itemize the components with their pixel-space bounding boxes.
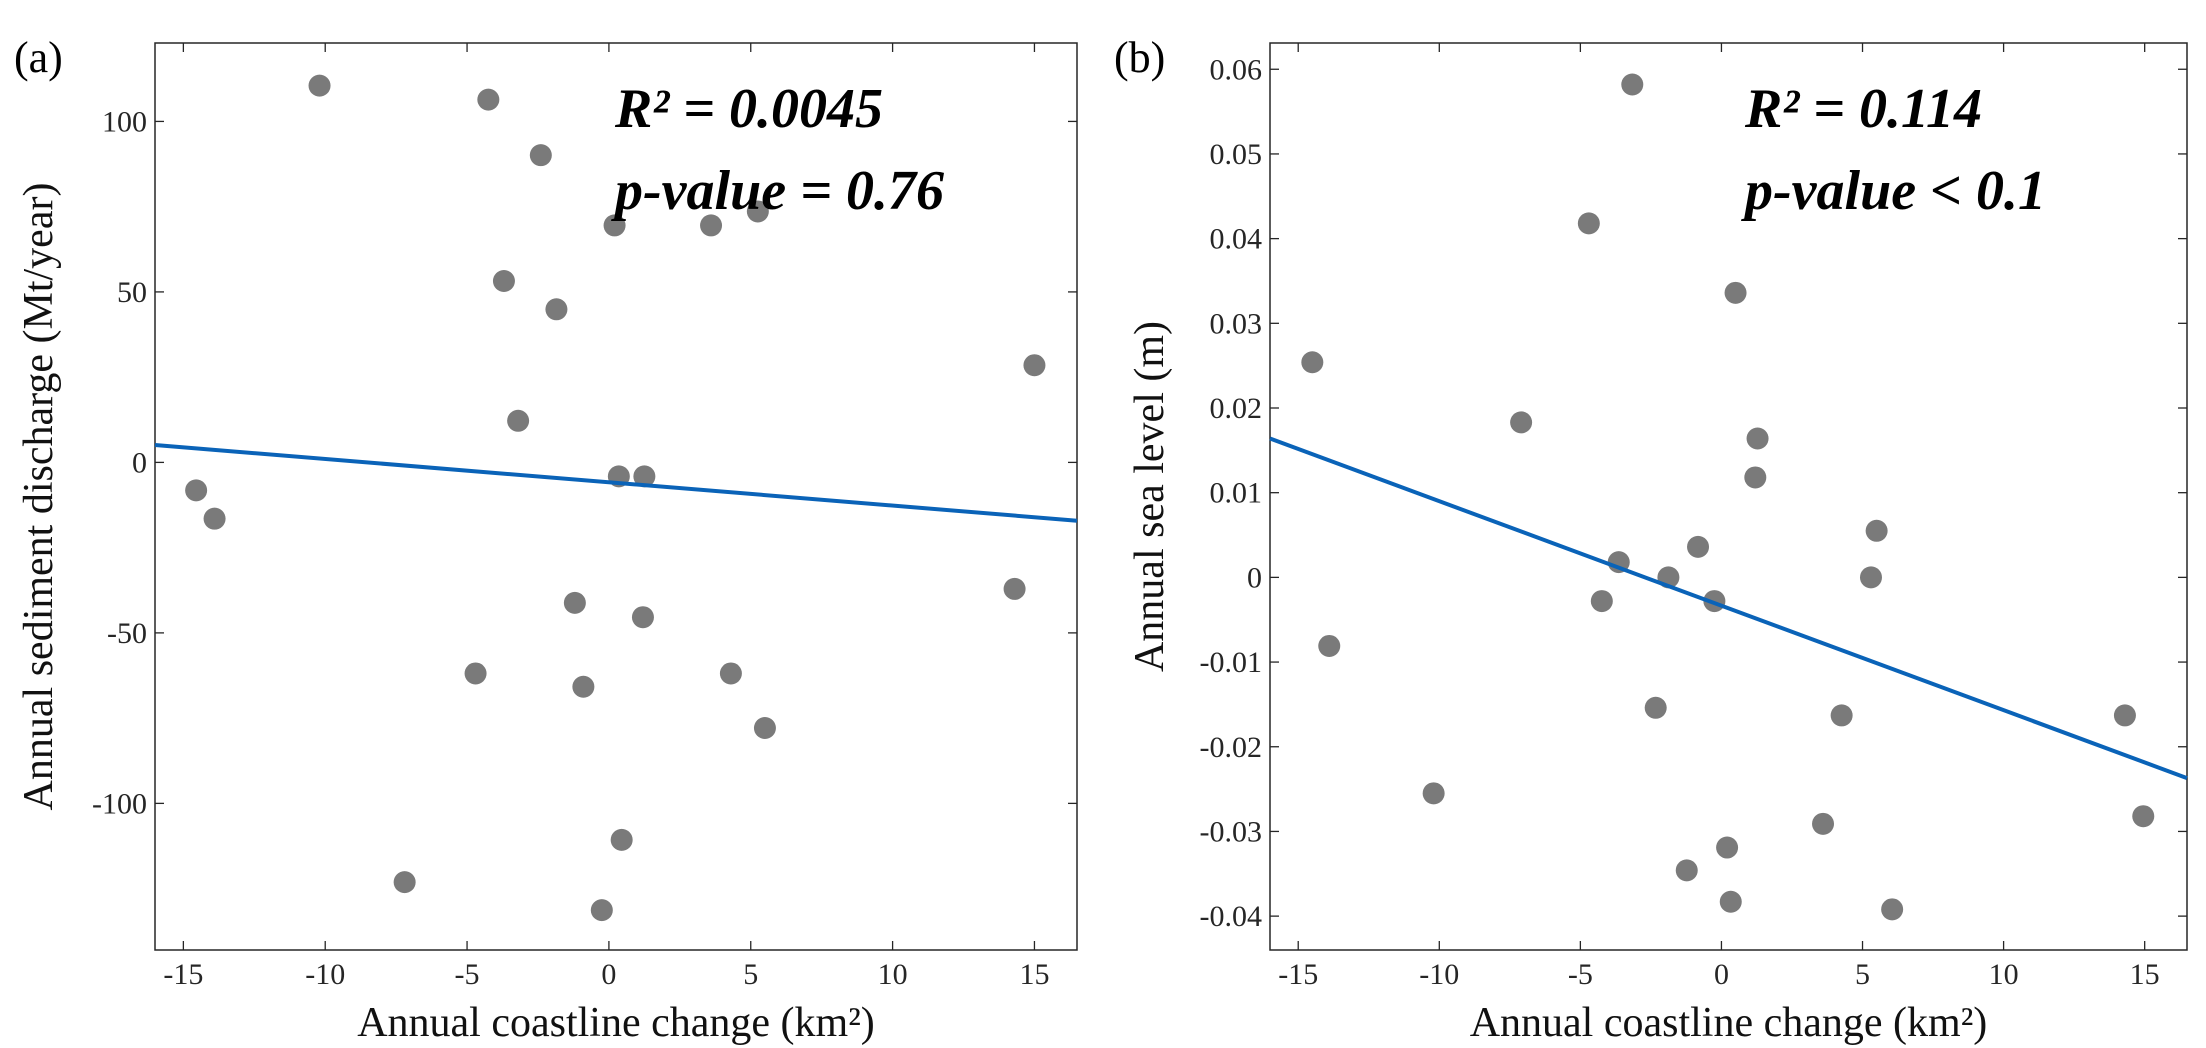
x-tick-label: 10 [878, 958, 908, 991]
x-tick-label: -5 [1568, 958, 1593, 991]
regression-line [154, 443, 1078, 523]
data-point [1719, 890, 1742, 913]
data-point [1746, 427, 1769, 450]
y-axis-label: Annual sediment discharge (Mt/year) [16, 183, 62, 811]
x-tick-label: 5 [1855, 958, 1870, 991]
x-axis-label: Annual coastline change (km²) [357, 1000, 875, 1046]
data-point [1023, 354, 1046, 377]
data-point [1687, 535, 1710, 558]
data-point [529, 144, 552, 167]
y-axis-label: Annual sea level (m) [1127, 321, 1173, 672]
data-point [492, 270, 515, 293]
p-value-annotation: p-value < 0.1 [1741, 160, 2046, 222]
data-point [1812, 812, 1835, 835]
x-tick-label: 0 [601, 958, 616, 991]
data-point [464, 662, 487, 685]
y-tick-label: 100 [102, 105, 147, 138]
data-point [603, 214, 626, 237]
x-tick-label: -5 [455, 958, 480, 991]
x-axis-label: Annual coastline change (km²) [1470, 1000, 1988, 1046]
data-point [590, 899, 613, 922]
x-tick-label: 15 [2130, 958, 2160, 991]
data-point [2132, 805, 2155, 828]
data-point [1644, 696, 1667, 719]
y-tick-label: 0 [132, 446, 147, 479]
data-point [507, 409, 530, 432]
y-tick-label: -0.01 [1200, 646, 1263, 679]
y-tick-label: -0.03 [1200, 815, 1263, 848]
r-squared-annotation: R² = 0.114 [1744, 78, 1982, 140]
data-point [633, 465, 656, 488]
y-tick-label: -50 [107, 617, 147, 650]
y-tick-label: 0.01 [1210, 477, 1263, 510]
data-point [1301, 351, 1324, 374]
data-point [1865, 519, 1888, 542]
y-tick-label: 0.05 [1210, 138, 1263, 171]
x-tick-label: -15 [1278, 958, 1318, 991]
data-point [308, 74, 331, 97]
data-point [1675, 859, 1698, 882]
data-point [700, 214, 723, 237]
data-point [2113, 704, 2136, 727]
data-point [1830, 704, 1853, 727]
data-point [1510, 411, 1533, 434]
y-tick-label: 50 [117, 276, 147, 309]
y-tick-label: 0.03 [1210, 307, 1263, 340]
x-tick-label: 15 [1019, 958, 1049, 991]
data-point [719, 662, 742, 685]
panel-label: (b) [1114, 33, 1165, 82]
x-tick-label: 5 [743, 958, 758, 991]
y-tick-label: -0.04 [1200, 900, 1263, 933]
x-tick-label: 0 [1714, 958, 1729, 991]
p-value-annotation: p-value = 0.76 [611, 160, 944, 222]
data-point [1003, 577, 1026, 600]
y-tick-label: 0 [1247, 561, 1262, 594]
data-point [1859, 566, 1882, 589]
y-tick-label: 0.04 [1210, 223, 1263, 256]
panel-b-sea-level: -15 -10 -5 0 5 10 15 -0.04 -0.03 -0.02 -0.01 0 0.01 0… [1114, 33, 2188, 1046]
regression-line [1269, 436, 2188, 780]
data-point [631, 606, 654, 629]
data-point [185, 479, 208, 502]
data-point [1590, 590, 1613, 613]
data-point [746, 200, 769, 223]
y-tick-label: 0.02 [1210, 392, 1263, 425]
data-point [203, 507, 226, 530]
data-point [753, 717, 776, 740]
x-tick-label: 10 [1989, 958, 2019, 991]
data-point [1724, 281, 1747, 304]
y-tick-label: 0.06 [1210, 53, 1263, 86]
r-squared-annotation: R² = 0.0045 [614, 78, 883, 140]
data-point [572, 675, 595, 698]
x-tick-label: -10 [305, 958, 345, 991]
data-point [393, 871, 416, 894]
x-tick-label: -10 [1419, 958, 1459, 991]
data-point [545, 298, 568, 321]
data-point [1621, 73, 1644, 96]
y-tick-label: -0.02 [1200, 731, 1263, 764]
data-point [610, 828, 633, 851]
plot-area [1269, 42, 2188, 951]
plot-area [154, 42, 1078, 951]
x-tick-label: -15 [163, 958, 203, 991]
data-point [1318, 634, 1341, 657]
panel-label: (a) [14, 33, 63, 82]
data-point [1577, 212, 1600, 235]
y-tick-label: -100 [92, 787, 147, 820]
data-point [1744, 466, 1767, 489]
data-point [1881, 898, 1904, 921]
data-point [477, 88, 500, 111]
data-point [1422, 782, 1445, 805]
data-point [563, 591, 586, 614]
data-point [1716, 836, 1739, 859]
